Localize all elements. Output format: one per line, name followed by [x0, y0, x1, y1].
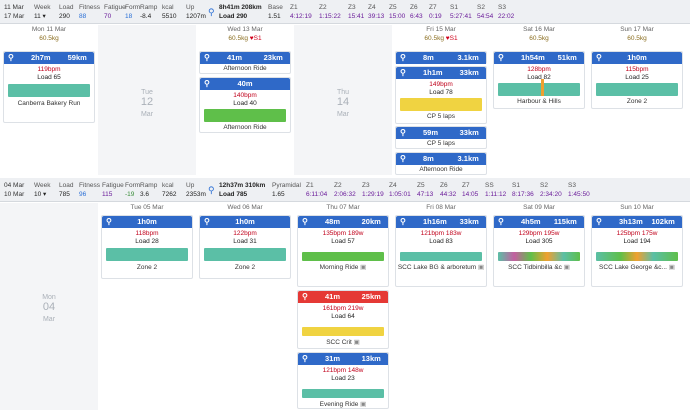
bike-icon: ⚲ — [106, 217, 112, 226]
week-summary-bar: 11 Mar 17 Mar Week 11 ▾ Load 290 Fitness 88 … — [0, 0, 690, 24]
bike-icon: ⚲ — [400, 154, 406, 163]
activity-card[interactable]: ⚲ 31m 13km 121bpm 148w Load 23 Evening Rid… — [297, 352, 389, 409]
strava-icon[interactable]: ▣ — [360, 264, 367, 271]
day-thu-07[interactable]: Thu 07 Mar ⚲ 48m 20km 135bpm 189w Load 57 … — [294, 203, 392, 410]
activity-card[interactable]: ⚲ 2h7m 59km 119bpm Load 65 Canberra Bakery… — [3, 51, 95, 123]
day-mon-04[interactable]: Mon 04 Mar — [0, 203, 98, 410]
day-thu-14[interactable]: Thu 14 Mar — [294, 25, 392, 175]
bike-icon: ⚲ — [208, 185, 215, 195]
day-sun-17[interactable]: Sun 17 Mar 60.5kg ⚲ 1h0m 115bpm Load 25 Z… — [588, 25, 686, 175]
activity-card[interactable]: ⚲ 1h0m 122bpm Load 31 Zone 2 — [199, 215, 291, 279]
bike-icon: ⚲ — [8, 53, 14, 62]
activity-card[interactable]: ⚲ 1h1m 33km 149bpm Load 78 CP 5 laps — [395, 66, 487, 124]
week-number[interactable]: Week 11 ▾ — [34, 4, 51, 20]
bike-icon: ⚲ — [596, 53, 602, 62]
day-wed-06[interactable]: Wed 06 Mar ⚲ 1h0m 122bpm Load 31 Zone 2 — [196, 203, 294, 410]
day-wed-13[interactable]: Wed 13 Mar 60.5kg ♥S1 ⚲ 41m 23km Afternoon… — [196, 25, 294, 175]
strava-icon[interactable]: ▣ — [478, 264, 485, 271]
activity-card[interactable]: ⚲ 8m 3.1km Afternoon Ride — [395, 152, 487, 175]
strava-icon[interactable]: ▣ — [668, 264, 675, 271]
activity-card[interactable]: ⚲ 59m 33km CP 5 laps — [395, 126, 487, 149]
bike-icon: ⚲ — [302, 292, 308, 301]
bike-icon: ⚲ — [204, 79, 210, 88]
bike-icon: ⚲ — [208, 7, 215, 17]
activity-card[interactable]: ⚲ 48m 20km 135bpm 189w Load 57 Morning Rid… — [297, 215, 389, 287]
bike-icon: ⚲ — [498, 53, 504, 62]
activity-card[interactable]: ⚲ 41m 23km Afternoon Ride — [199, 51, 291, 74]
week-summary-bar: 04 Mar 10 Mar Week 10 ▾ Load 785 Fitness 96 … — [0, 178, 690, 202]
strava-icon[interactable]: ▣ — [563, 264, 570, 271]
day-fri-15[interactable]: Fri 15 Mar 60.5kg ♥S1 ⚲ 8m 3.1km ⚲ 1h1m 33km… — [392, 25, 490, 175]
activity-card[interactable]: ⚲ 1h54m 51km 128bpm Load 82 Harbour & Hill… — [493, 51, 585, 109]
activity-card[interactable]: ⚲ 40m 140bpm Load 40 Afternoon Ride — [199, 77, 291, 133]
activity-card[interactable]: ⚲ 1h16m 33km 121bpm 183w Load 83 SCC Lake … — [395, 215, 487, 287]
day-sat-16[interactable]: Sat 16 Mar 60.5kg ⚲ 1h54m 51km 128bpm Load… — [490, 25, 588, 175]
day-tue-05[interactable]: Tue 05 Mar ⚲ 1h0m 118bpm Load 28 Zone 2 — [98, 203, 196, 410]
activity-card[interactable]: ⚲ 41m 25km 161bpm 219w Load 64 SCC Crit ▣ — [297, 290, 389, 349]
day-fri-08[interactable]: Fri 08 Mar ⚲ 1h16m 33km 121bpm 183w Load 8… — [392, 203, 490, 410]
activity-card[interactable]: ⚲ 1h0m 115bpm Load 25 Zone 2 — [591, 51, 683, 109]
bike-icon: ⚲ — [400, 53, 406, 62]
bike-icon: ⚲ — [302, 217, 308, 226]
bike-icon: ⚲ — [302, 354, 308, 363]
week-range: 11 Mar 17 Mar — [4, 4, 25, 20]
week-range: 04 Mar 10 Mar — [4, 182, 25, 198]
bike-icon: ⚲ — [204, 217, 210, 226]
day-tue-12[interactable]: Tue 12 Mar — [98, 25, 196, 175]
strava-icon[interactable]: ▣ — [360, 401, 367, 408]
activity-card[interactable]: ⚲ 3h13m 102km 125bpm 175w Load 194 SCC Lak… — [591, 215, 683, 287]
bike-icon: ⚲ — [400, 68, 406, 77]
day-sun-10[interactable]: Sun 10 Mar ⚲ 3h13m 102km 125bpm 175w Load … — [588, 203, 686, 410]
bike-icon: ⚲ — [400, 217, 406, 226]
week-number[interactable]: Week 10 ▾ — [34, 182, 51, 198]
bike-icon: ⚲ — [498, 217, 504, 226]
strava-icon[interactable]: ▣ — [353, 339, 360, 346]
activity-card[interactable]: ⚲ 8m 3.1km — [395, 51, 487, 64]
activity-card[interactable]: ⚲ 1h0m 118bpm Load 28 Zone 2 — [101, 215, 193, 279]
bike-icon: ⚲ — [400, 128, 406, 137]
day-mon-11[interactable]: Mon 11 Mar 60.5kg ⚲ 2h7m 59km 119bpm Load … — [0, 25, 98, 175]
day-sat-09[interactable]: Sat 09 Mar ⚲ 4h5m 115km 129bpm 195w Load 3… — [490, 203, 588, 410]
activity-card[interactable]: ⚲ 4h5m 115km 129bpm 195w Load 305 SCC Tidb… — [493, 215, 585, 287]
bike-icon: ⚲ — [596, 217, 602, 226]
bike-icon: ⚲ — [204, 53, 210, 62]
